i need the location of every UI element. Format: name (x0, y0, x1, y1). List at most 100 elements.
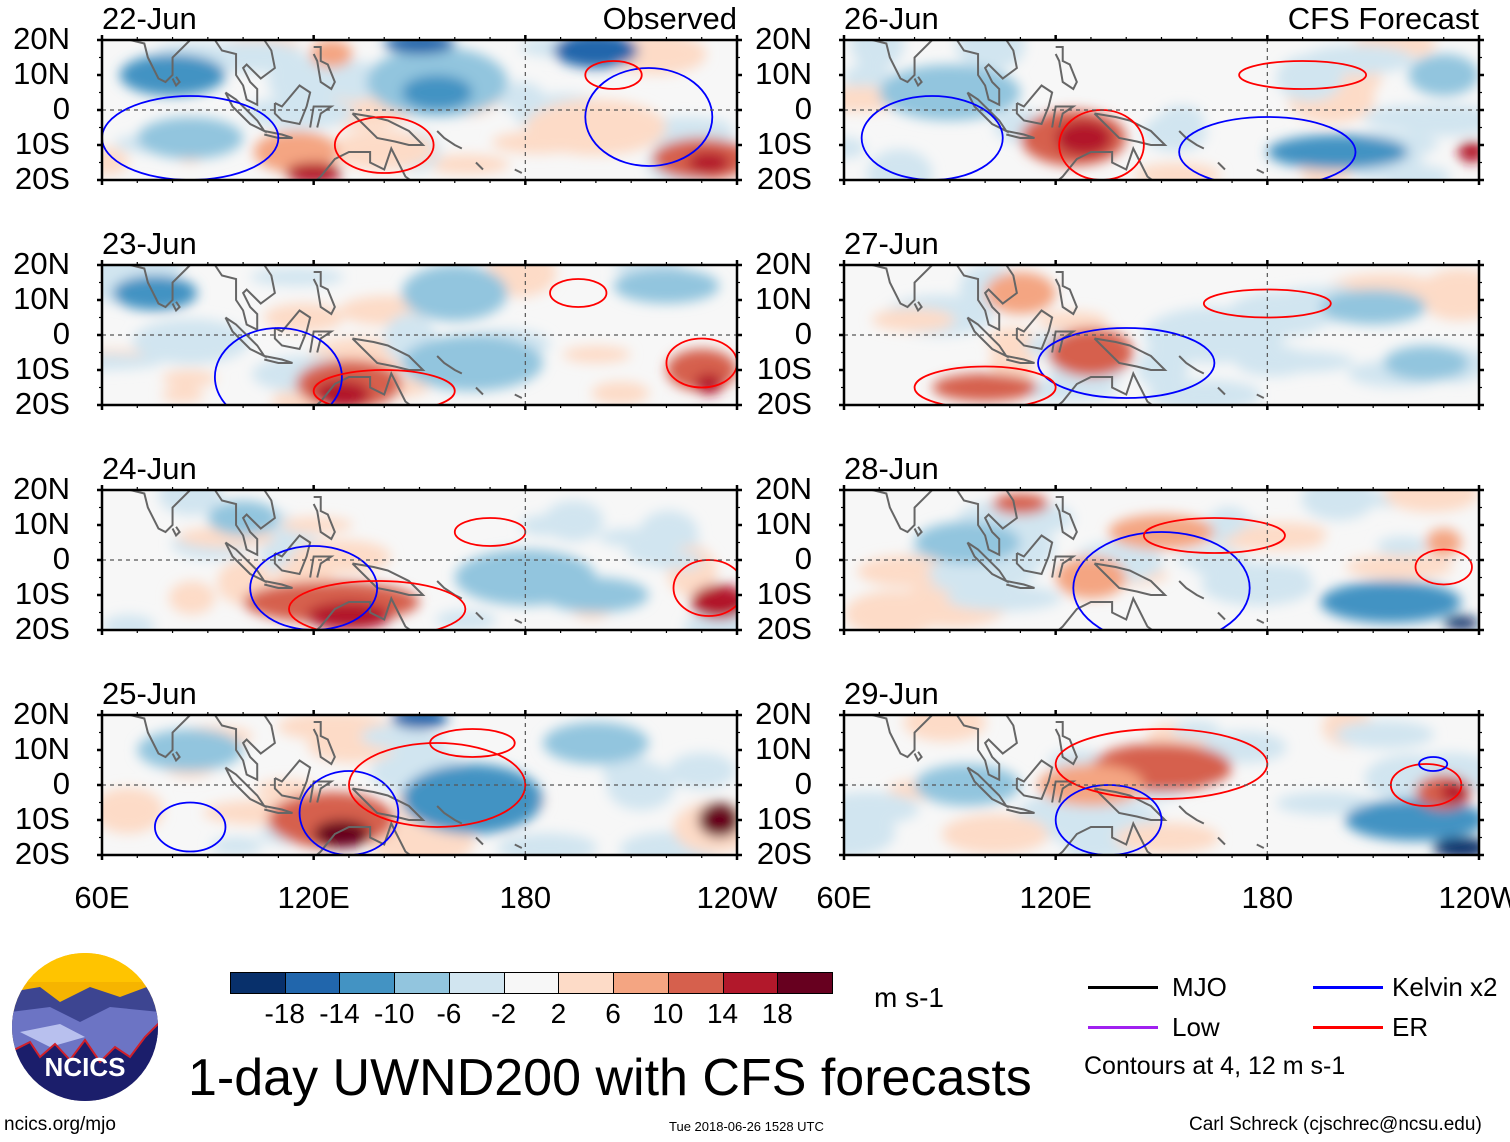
er-contour (348, 742, 527, 828)
coastline (1093, 787, 1168, 821)
er-contour (312, 369, 456, 405)
colorbar-swatch (503, 972, 560, 994)
coastline (273, 759, 312, 801)
er-contour (672, 559, 737, 617)
y-tick-label: 10N (13, 281, 70, 316)
colorbar-tick-label: 6 (605, 998, 621, 1029)
y-tick-label: 20S (756, 836, 812, 871)
y-tick-label: 0 (794, 91, 812, 126)
kelvin-contour (249, 545, 379, 630)
wind-anomaly-patch (698, 802, 737, 838)
wind-anomaly-patch (1055, 556, 1127, 599)
coastline (1093, 562, 1168, 596)
coastline (871, 265, 933, 309)
coastline (1051, 330, 1077, 353)
wind-anomaly-patch (1408, 54, 1479, 96)
kelvin-contour (102, 95, 280, 180)
coastline (1256, 168, 1265, 174)
y-tick-label: 0 (52, 91, 70, 126)
kelvin-contour (1037, 327, 1216, 399)
footer-url[interactable]: ncics.org/mjo (4, 1114, 116, 1135)
coastline (1217, 161, 1226, 171)
coastline (871, 490, 933, 534)
wind-anomaly-patch (137, 729, 244, 771)
wind-anomaly-patch (401, 335, 543, 391)
colorbar-swatch (777, 972, 833, 994)
coastline (913, 526, 923, 538)
legend-mjo-label: MJO (1172, 972, 1227, 1002)
map-panel-plot (839, 35, 1484, 185)
wind-anomaly-patch (313, 820, 371, 848)
map-panel: 23-Jun 20N 10N 0 10S 20S (13, 228, 742, 419)
coastline (315, 370, 412, 405)
coastline (1054, 46, 1078, 91)
coastline (1051, 105, 1077, 128)
er-contour (1414, 548, 1473, 586)
coastline (214, 490, 276, 557)
er-contour (1142, 517, 1286, 554)
colorbar-tick-label: -14 (319, 998, 360, 1029)
coastline (1178, 130, 1205, 150)
er-contour (333, 116, 435, 174)
y-tick-label: 10S (756, 576, 812, 611)
coastline (264, 805, 293, 814)
coastline (1178, 580, 1205, 600)
coastline (351, 337, 426, 371)
y-tick-label: 20S (14, 386, 70, 421)
logo-text: NCICS (45, 1052, 126, 1082)
wind-anomaly-patch (613, 268, 720, 304)
colorbar-tick-label: -2 (491, 998, 517, 1029)
colorbar-swatch (448, 972, 505, 994)
wind-anomaly-patch (992, 493, 1049, 515)
y-tick-label: 20N (13, 21, 70, 56)
panel-date: 22-Jun (102, 1, 197, 36)
y-tick-label: 0 (794, 766, 812, 801)
coastline (1256, 618, 1265, 624)
y-tick-label: 20N (755, 696, 812, 731)
coastline (171, 301, 181, 313)
coastline (1057, 820, 1154, 855)
y-tick-label: 10N (755, 731, 812, 766)
colorbar-swatch (613, 972, 669, 994)
coastline (514, 393, 523, 399)
wind-anomaly-patch (691, 584, 737, 620)
wind-anomaly-patch (137, 117, 244, 159)
wind-anomaly-patch (694, 373, 723, 395)
wind-anomaly-patch (401, 75, 473, 110)
y-tick-label: 20S (756, 161, 812, 196)
coastline (129, 715, 191, 759)
wind-anomaly-patch (1443, 616, 1479, 630)
coastline (315, 145, 412, 180)
coastline (956, 490, 1018, 557)
wind-anomaly-patch (1383, 345, 1469, 381)
colorbar-swatch (284, 972, 341, 994)
y-tick-label: 0 (794, 541, 812, 576)
y-tick-label: 0 (794, 316, 812, 351)
coastline (351, 112, 426, 146)
map-panel-plot (839, 485, 1484, 635)
y-tick-label: 20N (13, 471, 70, 506)
coastline (436, 355, 463, 375)
x-tick-label: 120E (1019, 880, 1092, 915)
coastline (1015, 759, 1054, 801)
coastline (475, 836, 484, 846)
kelvin-contour (214, 327, 343, 405)
coastline (913, 301, 923, 313)
coastline (315, 820, 412, 855)
map-panel: 29-Jun 20N 10N 0 10S 20S (755, 678, 1484, 869)
panel-date: 23-Jun (102, 226, 197, 261)
colorbar-swatch (558, 972, 615, 994)
coastline (475, 161, 484, 171)
colorbar-swatch (230, 972, 286, 994)
panel-date: 24-Jun (102, 451, 197, 486)
coastline (315, 595, 412, 630)
coastline (273, 309, 312, 351)
coastline (273, 84, 312, 126)
coastline (1217, 611, 1226, 621)
coastline (1015, 84, 1054, 126)
coastline (171, 76, 181, 88)
coastline (956, 265, 1018, 332)
forecast-label: CFS Forecast (1287, 1, 1479, 36)
colorbar-tick-label: 2 (550, 998, 567, 1029)
legend-mjo-swatch (1088, 986, 1158, 989)
